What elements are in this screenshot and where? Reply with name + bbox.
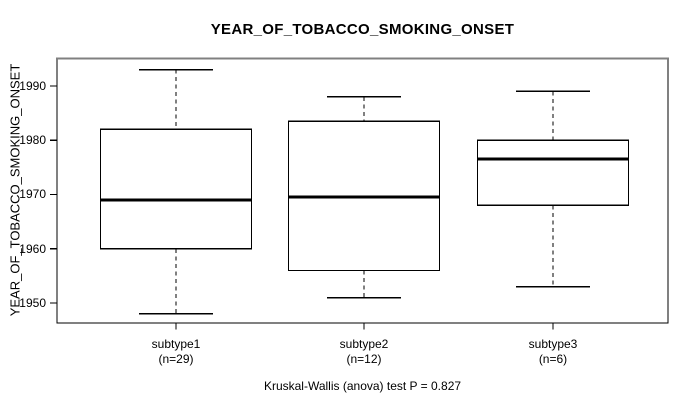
group-n: (n=29) [158, 352, 194, 366]
group-label-subtype1: subtype1 (n=29) [106, 337, 246, 367]
y-tick-label: 1950 [19, 296, 46, 310]
chart-title: YEAR_OF_TOBACCO_SMOKING_ONSET [210, 21, 515, 38]
group-name: subtype2 [339, 337, 389, 351]
group-label-subtype3: subtype3 (n=6) [483, 337, 623, 367]
iqr-box-2 [476, 139, 630, 206]
group-name: subtype3 [528, 337, 578, 351]
iqr-box-0 [99, 128, 253, 250]
group-label-subtype2: subtype2 (n=12) [294, 337, 434, 367]
group-n: (n=6) [538, 352, 568, 366]
y-tick-label: 1960 [19, 242, 46, 256]
y-tick-label: 1990 [19, 79, 46, 93]
y-tick-label: 1980 [19, 133, 46, 147]
group-n: (n=12) [346, 352, 382, 366]
group-name: subtype1 [151, 337, 201, 351]
statistical-test-annotation: Kruskal-Wallis (anova) test P = 0.827 [263, 379, 462, 393]
y-tick-label: 1970 [19, 187, 46, 201]
